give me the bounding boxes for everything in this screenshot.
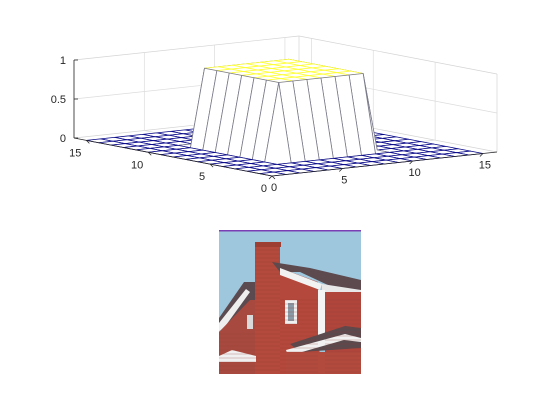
lower-wall xyxy=(286,352,361,374)
axes-box xyxy=(73,35,498,153)
x-tick-label: 10 xyxy=(408,167,420,179)
porch-column xyxy=(318,290,325,340)
chimney-cap xyxy=(255,242,281,247)
y-tick-label: 10 xyxy=(131,159,143,171)
x-tick-label: 15 xyxy=(479,160,491,172)
x-tick-label: 5 xyxy=(341,175,347,187)
house-image xyxy=(219,230,361,374)
axes-lines xyxy=(73,59,498,180)
image-top-border xyxy=(219,230,361,232)
y-tick-label: 15 xyxy=(69,147,81,159)
x-tick-label: 0 xyxy=(271,182,277,194)
right-roof xyxy=(272,262,361,294)
z-tick-label: 0.5 xyxy=(51,94,66,106)
y-tick-label: 0 xyxy=(261,183,267,195)
left-window xyxy=(247,315,253,329)
left-porch-roof xyxy=(219,350,256,362)
chimney xyxy=(255,243,280,374)
z-tick-label: 0 xyxy=(60,133,66,145)
right-roof-trim xyxy=(280,268,322,290)
lower-roof-trim xyxy=(286,334,361,356)
left-roof-trim xyxy=(219,289,250,331)
z-tick-label: 1 xyxy=(60,55,66,67)
y-tick-label: 5 xyxy=(199,171,205,183)
mesh-surface xyxy=(85,58,484,177)
